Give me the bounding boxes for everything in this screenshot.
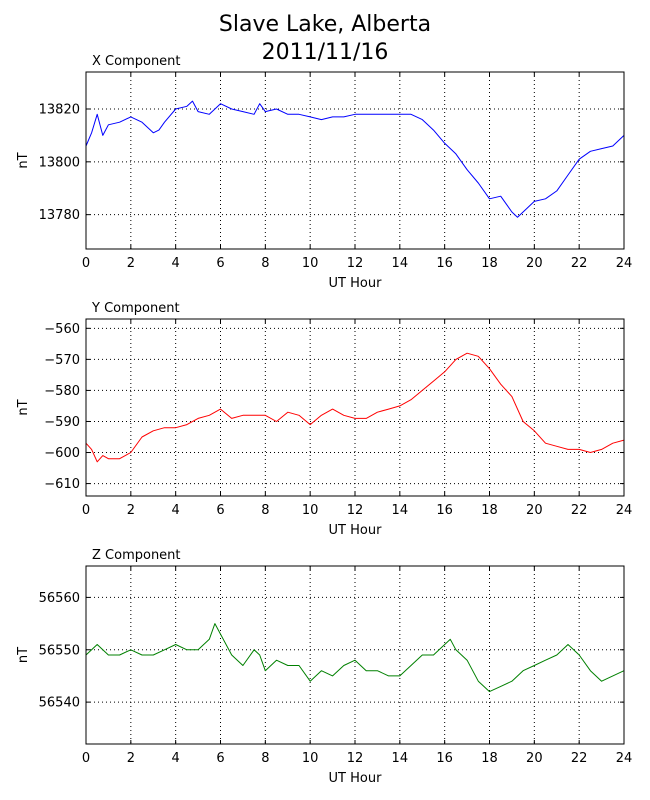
y-axis-label: nT [16,399,31,415]
x-tick-label: 12 [347,503,364,518]
x-tick-label: 0 [82,503,90,518]
x-tick-label: 18 [481,751,498,766]
x-tick-label: 8 [261,503,269,518]
x-tick-label: 24 [616,751,633,766]
y-tick-label: −600 [44,446,80,461]
x-tick-label: 10 [302,256,319,271]
x-tick-label: 4 [172,503,180,518]
series-line [85,352,625,463]
y-tick-label: −610 [44,477,80,492]
x-tick-label: 6 [216,256,224,271]
y-tick-label: −590 [44,415,80,430]
panel-title: Y Component [91,301,180,316]
x-tick-label: 2 [127,751,135,766]
x-tick-label: 14 [392,503,409,518]
x-tick-label: 14 [392,256,409,271]
x-tick-label: 12 [347,256,364,271]
figure-title-line1: Slave Lake, Alberta [218,12,432,37]
x-tick-label: 24 [616,503,633,518]
series-line [85,623,625,693]
x-tick-label: 18 [481,503,498,518]
x-tick-label: 12 [347,751,364,766]
x-tick-label: 0 [82,751,90,766]
y-tick-label: −560 [44,322,80,337]
x-tick-label: 20 [526,751,543,766]
x-tick-label: 8 [261,256,269,271]
y-tick-label: 13780 [39,208,80,223]
y-tick-label: 56550 [39,643,80,658]
x-tick-label: 24 [616,256,633,271]
x-tick-label: 16 [436,256,453,271]
x-tick-label: 22 [571,751,588,766]
x-tick-label: 4 [172,751,180,766]
x-tick-label: 16 [436,751,453,766]
y-tick-label: 13820 [39,102,80,117]
y-axis-label: nT [16,647,31,663]
y-axis-label: nT [16,152,31,168]
x-tick-label: 6 [216,503,224,518]
y-tick-label: 56560 [39,591,80,606]
x-tick-label: 20 [526,503,543,518]
x-tick-label: 18 [481,256,498,271]
x-tick-label: 10 [302,503,319,518]
x-tick-label: 10 [302,751,319,766]
x-tick-label: 0 [82,256,90,271]
figure-title-line2: 2011/11/16 [261,40,389,65]
x-tick-label: 20 [526,256,543,271]
x-tick-label: 8 [261,751,269,766]
y-tick-label: −570 [44,353,80,368]
x-axis-label: UT Hour [329,276,383,291]
panel-title: X Component [92,54,181,69]
x-axis-label: UT Hour [329,771,383,786]
y-tick-label: 56540 [39,696,80,711]
x-tick-label: 2 [127,256,135,271]
x-tick-label: 14 [392,751,409,766]
x-tick-label: 16 [436,503,453,518]
x-tick-label: 4 [172,256,180,271]
x-tick-label: 22 [571,256,588,271]
series-line [85,100,625,218]
y-tick-label: 13800 [39,155,80,170]
y-tick-label: −580 [44,384,80,399]
panel-title: Z Component [92,548,181,563]
x-tick-label: 2 [127,503,135,518]
x-tick-label: 22 [571,503,588,518]
x-tick-label: 6 [216,751,224,766]
x-axis-label: UT Hour [329,523,383,538]
